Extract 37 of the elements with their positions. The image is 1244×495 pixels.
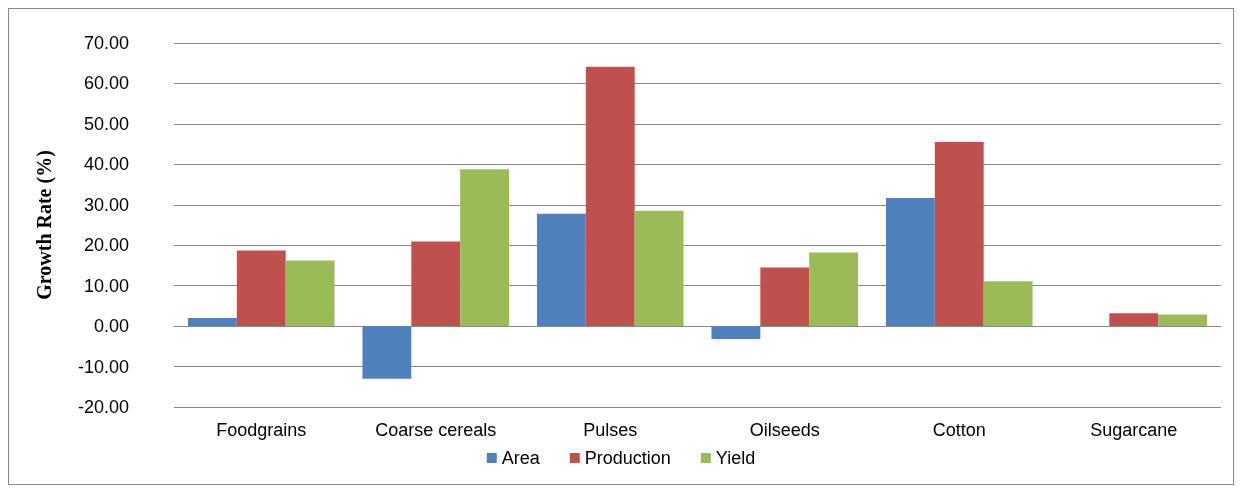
x-tick-label: Oilseeds bbox=[749, 420, 820, 440]
y-axis-title: Growth Rate (%) bbox=[33, 150, 56, 300]
bar bbox=[1158, 314, 1208, 327]
bar bbox=[983, 281, 1033, 327]
x-tick-label: Cotton bbox=[932, 420, 986, 440]
bar bbox=[760, 267, 810, 327]
y-tick-label: 30.00 bbox=[83, 194, 129, 215]
bar bbox=[460, 169, 510, 327]
bar bbox=[809, 252, 859, 327]
bar bbox=[187, 318, 237, 327]
y-tick-label: 0.00 bbox=[93, 316, 129, 337]
bar bbox=[362, 326, 412, 379]
x-tick-label: Foodgrains bbox=[216, 420, 307, 440]
y-tick-label: -10.00 bbox=[77, 356, 129, 377]
bar bbox=[285, 260, 335, 327]
x-tick-label: Sugarcane bbox=[1090, 420, 1178, 440]
legend-label: Area bbox=[501, 448, 541, 468]
bar bbox=[411, 241, 461, 327]
y-tick-label: 20.00 bbox=[83, 235, 129, 256]
x-tick-label: Coarse cereals bbox=[375, 420, 497, 440]
x-tick-label: Pulses bbox=[583, 420, 638, 440]
y-tick-label: -20.00 bbox=[77, 397, 129, 417]
legend-label: Yield bbox=[715, 448, 756, 468]
bar bbox=[711, 326, 761, 340]
bar bbox=[1109, 313, 1159, 327]
y-tick-label: 40.00 bbox=[83, 154, 129, 175]
bar bbox=[934, 142, 984, 327]
y-tick-label: 10.00 bbox=[83, 275, 129, 296]
bar bbox=[536, 213, 586, 327]
bar bbox=[585, 66, 635, 327]
y-tick-label: 60.00 bbox=[83, 73, 129, 94]
y-tick-label: 70.00 bbox=[83, 33, 129, 53]
bar bbox=[634, 210, 684, 327]
legend-label: Production bbox=[584, 448, 671, 468]
y-tick-label: 50.00 bbox=[83, 113, 129, 134]
bar bbox=[885, 197, 935, 327]
bar bbox=[236, 250, 286, 327]
